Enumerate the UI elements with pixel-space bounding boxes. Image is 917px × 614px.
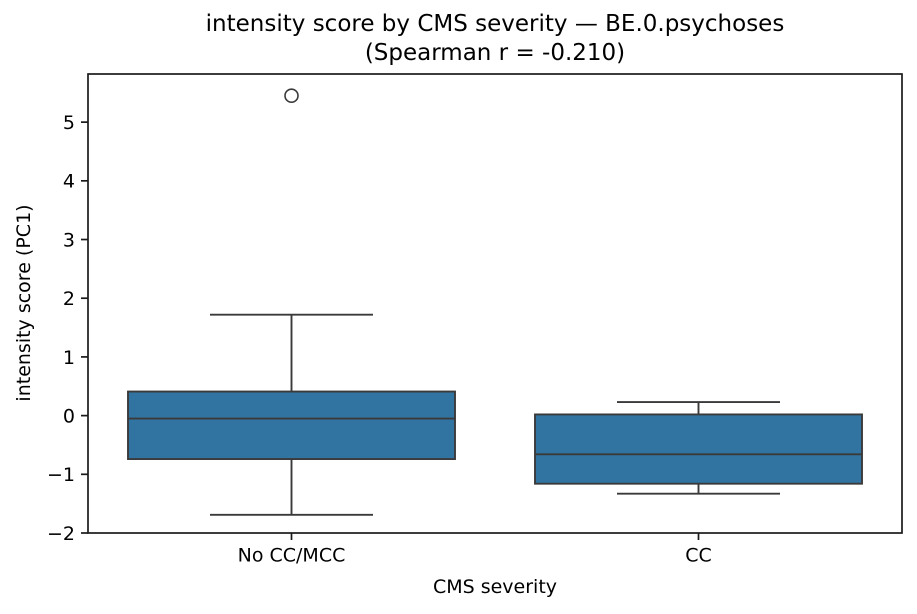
box-no-cc-mcc (127, 390, 456, 460)
y-tick-label: 4 (63, 171, 75, 193)
y-axis-label: intensity score (PC1) (13, 204, 35, 402)
axes-frame (87, 73, 903, 534)
y-tick-label: −2 (47, 523, 75, 545)
box-cc (534, 413, 863, 485)
y-tick-label: 3 (63, 229, 75, 251)
chart-title-line1: intensity score by CMS severity — BE.0.p… (205, 11, 785, 37)
x-tick-label: No CC/MCC (238, 545, 346, 567)
x-axis-label: CMS severity (432, 576, 558, 598)
chart-title-line2: (Spearman r = -0.210) (364, 40, 626, 66)
y-tick-label: 0 (63, 405, 75, 427)
y-tick-label: 5 (63, 112, 75, 134)
x-tick-label: CC (685, 545, 712, 567)
y-tick-label: 2 (63, 288, 75, 310)
chart-title: intensity score by CMS severity — BE.0.p… (88, 10, 902, 68)
y-tick-label: 1 (63, 347, 75, 369)
outlier-point (284, 88, 299, 104)
y-tick-label: −1 (47, 464, 75, 486)
